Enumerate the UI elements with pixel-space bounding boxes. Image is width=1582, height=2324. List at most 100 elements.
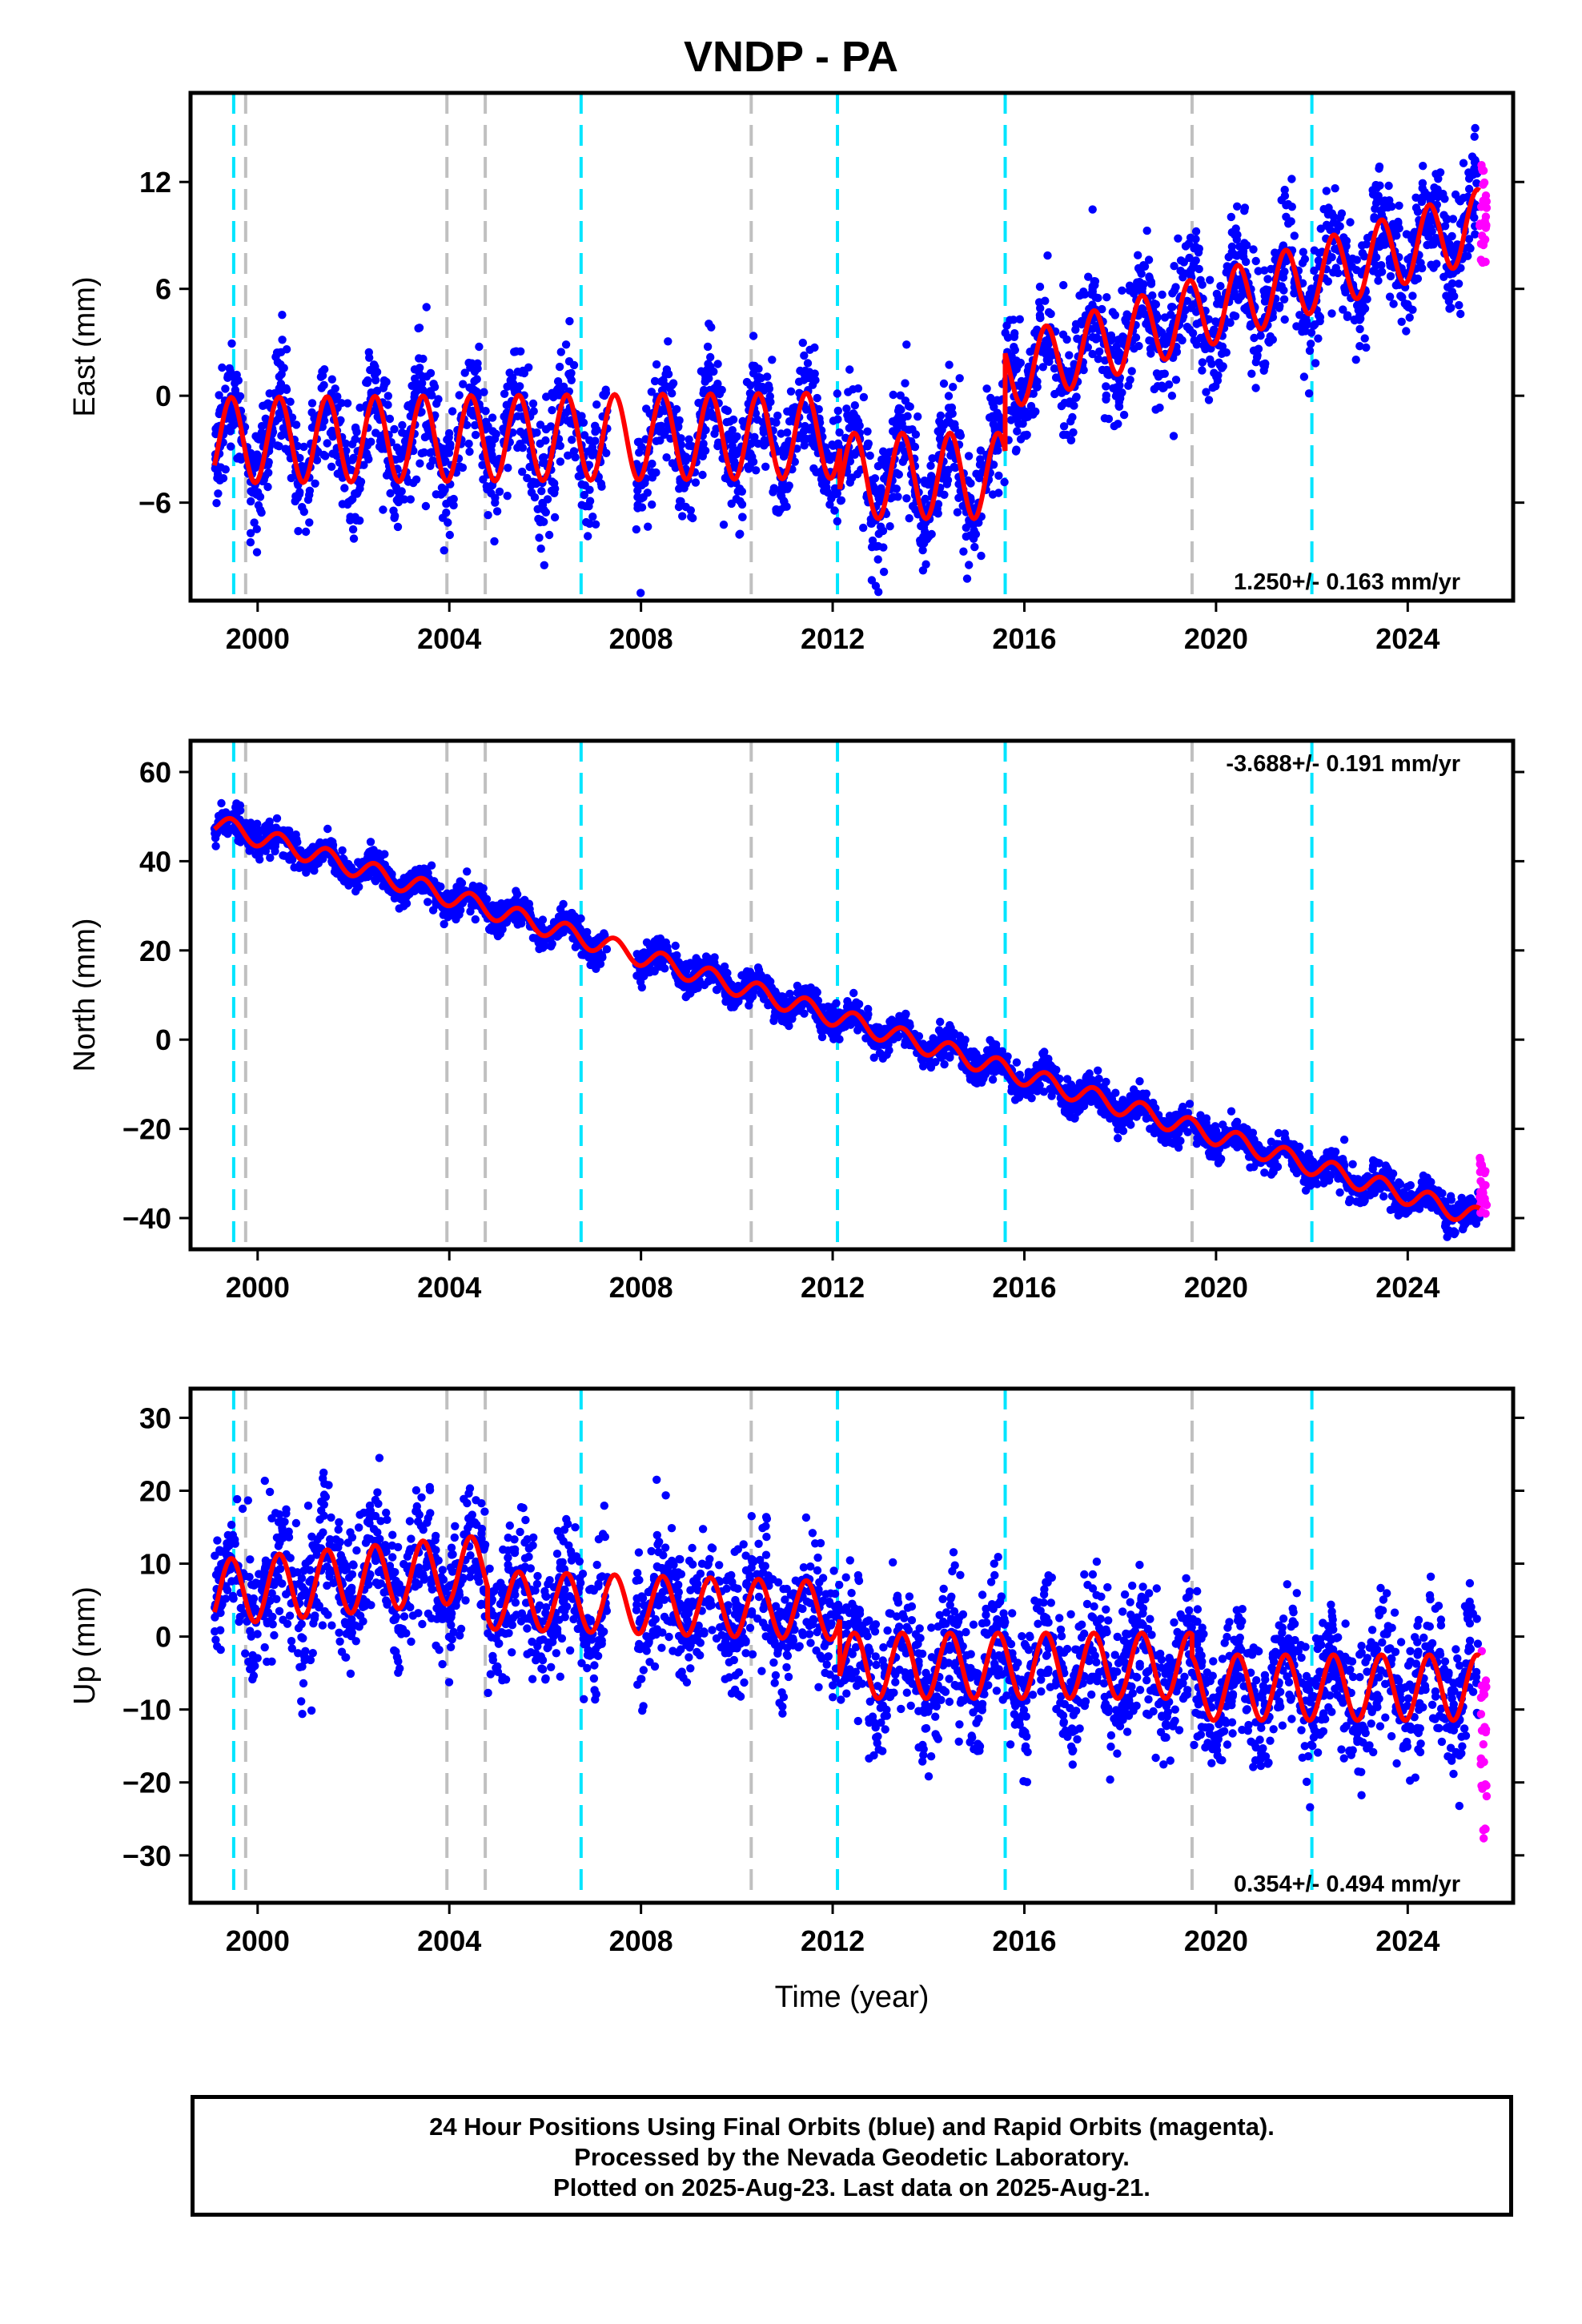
east-point bbox=[1419, 162, 1427, 171]
east-point bbox=[295, 488, 304, 497]
north-point bbox=[637, 983, 646, 992]
east-point bbox=[1363, 233, 1372, 243]
east-point bbox=[226, 367, 235, 376]
east-point bbox=[1444, 268, 1453, 277]
east-point bbox=[533, 505, 542, 513]
east-y-axis-label: East (mm) bbox=[68, 276, 102, 416]
east-point bbox=[542, 392, 551, 401]
east-point bbox=[750, 361, 759, 371]
east-point bbox=[1259, 366, 1268, 375]
east-point bbox=[1358, 248, 1367, 258]
east-xtick-label-0: 2000 bbox=[226, 622, 290, 655]
east-point bbox=[307, 423, 317, 432]
east-point bbox=[1322, 187, 1331, 195]
east-point bbox=[955, 374, 964, 383]
east-point bbox=[1059, 422, 1069, 431]
east-point bbox=[873, 555, 882, 564]
east-point bbox=[1369, 267, 1378, 275]
east-point bbox=[977, 551, 986, 561]
east-point bbox=[779, 497, 789, 505]
east-point bbox=[553, 377, 563, 386]
east-point bbox=[945, 360, 954, 369]
east-point bbox=[212, 499, 221, 508]
east-point bbox=[1160, 369, 1170, 378]
east-point bbox=[722, 418, 731, 427]
east-point bbox=[1179, 258, 1189, 267]
east-point bbox=[1051, 373, 1061, 382]
east-final-points bbox=[211, 123, 1483, 597]
east-point bbox=[1115, 381, 1124, 390]
east-point bbox=[806, 373, 815, 383]
east-point bbox=[656, 427, 665, 436]
east-point bbox=[327, 462, 336, 471]
east-point bbox=[773, 411, 782, 420]
north-point bbox=[1227, 1107, 1236, 1116]
east-point bbox=[1003, 333, 1013, 342]
east-xtick-label-4: 2016 bbox=[992, 622, 1056, 655]
east-point bbox=[1260, 266, 1269, 275]
east-point bbox=[1252, 352, 1262, 362]
east-point bbox=[827, 494, 836, 503]
east-point bbox=[564, 357, 574, 366]
east-point bbox=[1219, 362, 1227, 371]
east-point bbox=[392, 496, 401, 505]
east-point bbox=[872, 542, 881, 551]
east-point bbox=[582, 517, 591, 527]
east-point bbox=[294, 527, 303, 536]
east-point bbox=[460, 368, 469, 377]
east-point bbox=[898, 457, 908, 466]
east-point bbox=[379, 505, 387, 514]
east-point bbox=[257, 428, 266, 437]
east-point bbox=[488, 413, 497, 422]
east-point bbox=[1456, 263, 1465, 272]
east-point bbox=[1431, 234, 1441, 243]
east-point bbox=[390, 513, 399, 522]
east-point bbox=[698, 470, 707, 480]
north-point bbox=[1443, 1225, 1452, 1235]
east-point bbox=[753, 384, 763, 393]
east-point bbox=[902, 340, 911, 349]
east-point bbox=[911, 430, 921, 439]
east-point bbox=[1148, 291, 1157, 300]
east-point bbox=[777, 483, 786, 493]
east-point bbox=[642, 404, 651, 413]
east-point bbox=[897, 405, 905, 414]
east-point bbox=[323, 439, 331, 448]
east-point bbox=[355, 403, 364, 412]
east-point bbox=[264, 468, 273, 477]
east-point bbox=[652, 360, 661, 369]
east-point bbox=[777, 429, 785, 438]
east-point bbox=[1184, 239, 1194, 248]
east-point bbox=[359, 460, 368, 469]
east-point bbox=[1010, 343, 1018, 352]
east-point bbox=[975, 460, 985, 469]
east-point bbox=[1169, 432, 1178, 440]
east-point bbox=[415, 354, 424, 363]
east-point bbox=[252, 525, 261, 533]
east-point bbox=[783, 407, 792, 416]
north-point bbox=[338, 846, 347, 855]
east-point bbox=[1142, 226, 1151, 235]
east-point bbox=[468, 359, 476, 368]
east-point bbox=[1251, 256, 1260, 266]
east-point bbox=[584, 532, 592, 541]
east-point bbox=[955, 428, 965, 437]
east-point bbox=[426, 448, 435, 457]
east-point bbox=[417, 408, 426, 416]
east-point bbox=[448, 496, 456, 505]
east-point bbox=[921, 494, 930, 504]
east-point bbox=[1239, 249, 1247, 258]
east-point bbox=[379, 384, 388, 392]
east-point bbox=[456, 462, 464, 471]
north-point bbox=[253, 819, 262, 828]
east-point bbox=[1442, 215, 1452, 224]
east-point bbox=[714, 388, 723, 396]
east-point bbox=[837, 496, 846, 505]
east-point bbox=[1426, 223, 1435, 233]
north-point bbox=[1221, 1125, 1231, 1135]
east-point bbox=[1230, 287, 1239, 296]
east-point bbox=[691, 478, 701, 487]
east-point bbox=[478, 460, 487, 469]
east-point bbox=[1122, 310, 1131, 319]
east-point bbox=[1254, 267, 1263, 275]
